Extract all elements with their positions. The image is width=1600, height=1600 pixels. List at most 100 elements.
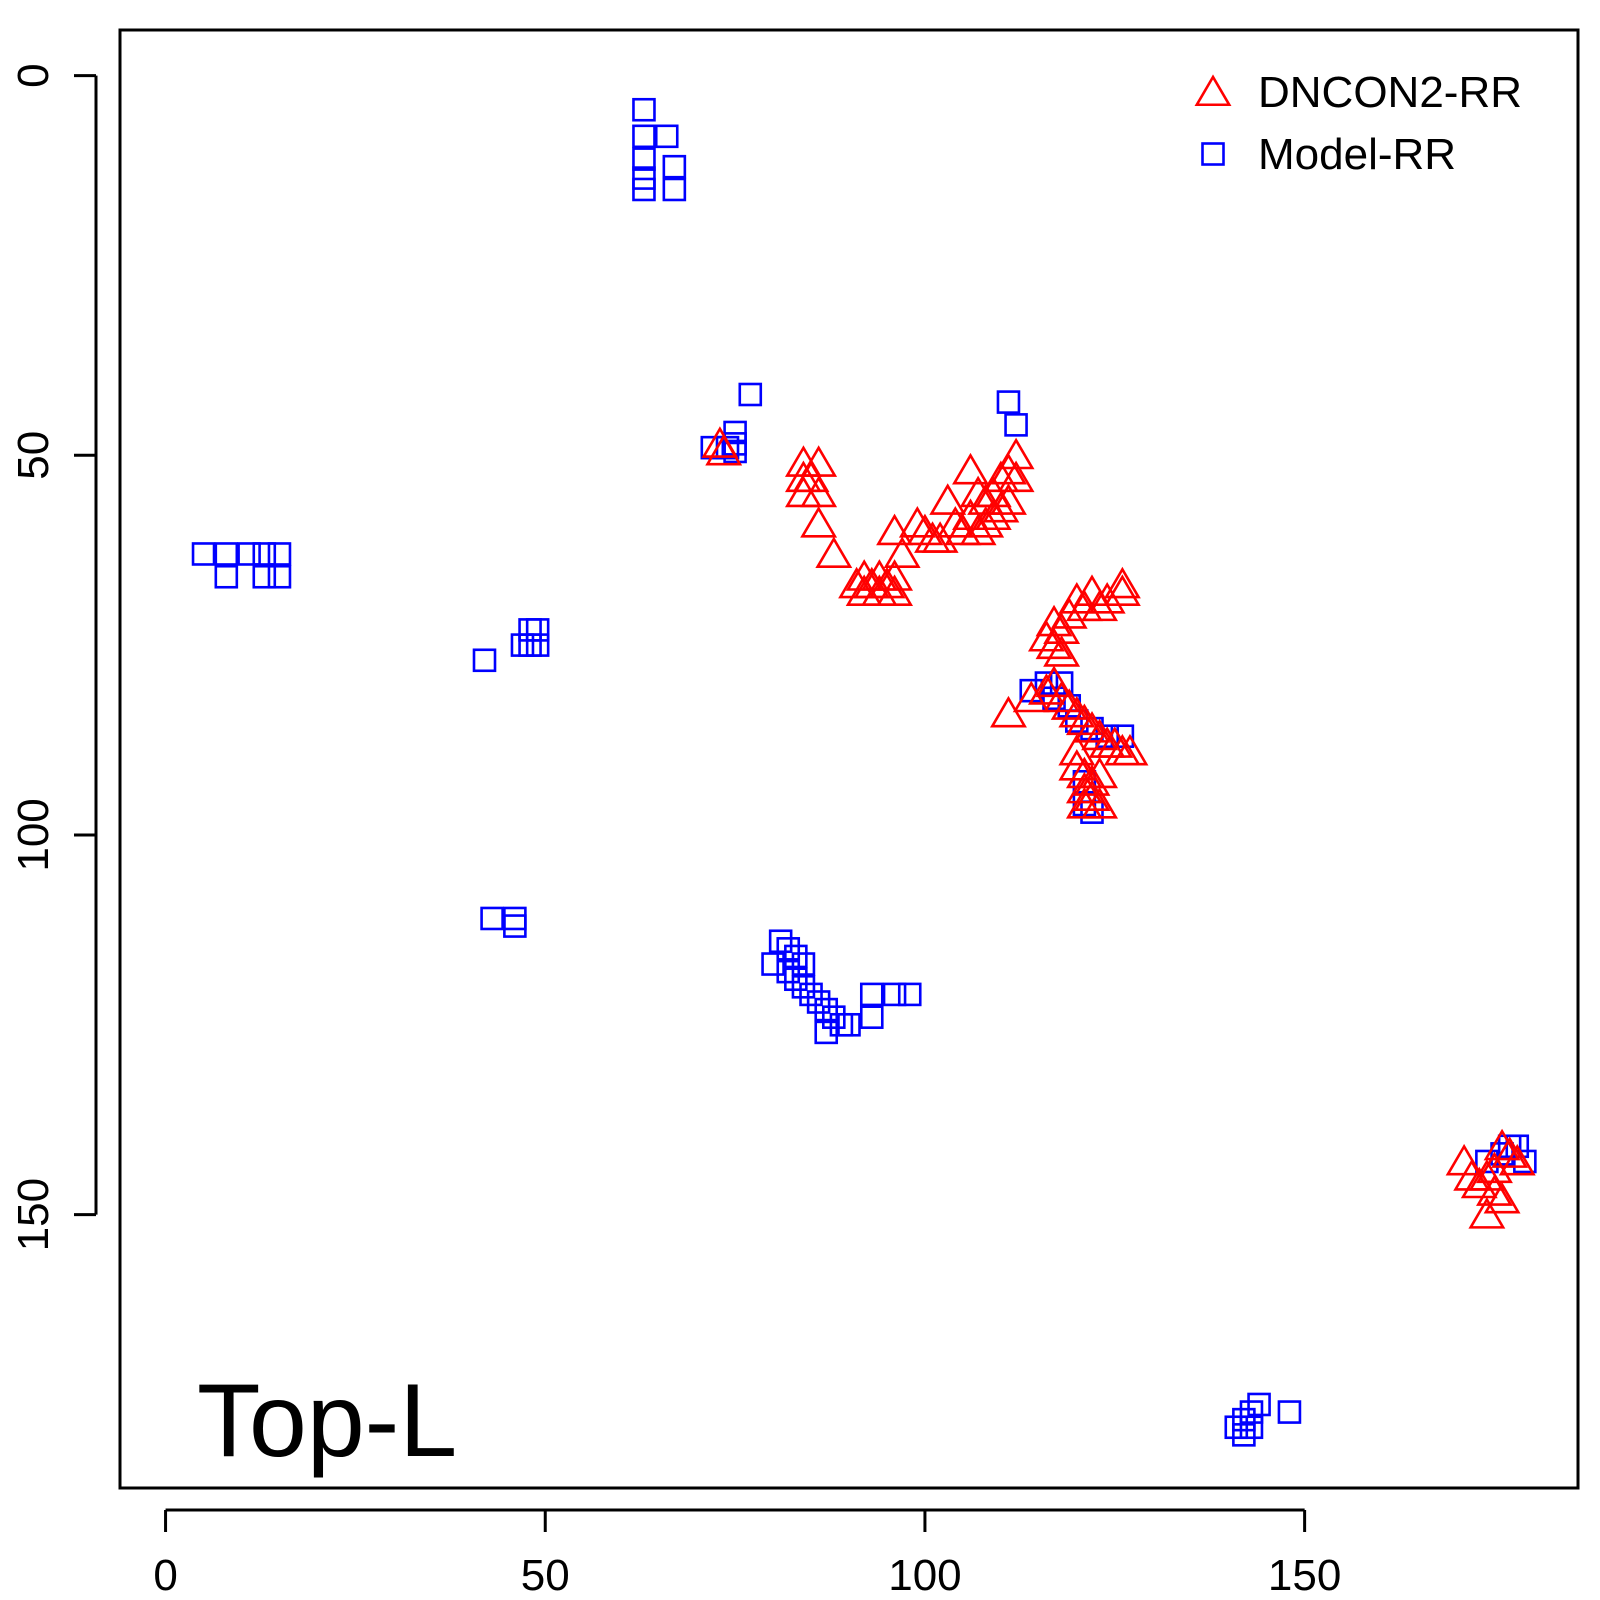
square-point: [723, 439, 747, 464]
square-point: [510, 633, 535, 657]
triangle-point: [898, 506, 936, 538]
triangle-point: [936, 506, 974, 538]
square-point: [776, 937, 801, 961]
square-point: [525, 633, 550, 657]
triangle-point: [1081, 756, 1119, 789]
triangle-point: [1035, 604, 1073, 637]
square-point: [776, 959, 801, 984]
triangle-point: [1065, 703, 1103, 736]
y-axis: 0 50 100 150: [9, 63, 98, 1251]
square-point: [632, 97, 656, 122]
y-tick-label: 50: [9, 431, 58, 480]
square-point: [1072, 769, 1097, 794]
square-point: [472, 648, 497, 673]
square-point: [897, 982, 922, 1007]
triangle-point: [800, 475, 838, 508]
square-point: [480, 906, 504, 931]
triangle-point: [1043, 635, 1081, 667]
triangle-point: [1468, 1197, 1506, 1229]
square-point: [784, 967, 808, 992]
triangle-point: [929, 483, 967, 515]
series-dncon2-rr: [701, 426, 1536, 1229]
square-point: [1004, 413, 1028, 437]
triangle-point: [1460, 1166, 1498, 1199]
x-tick-label: 150: [1268, 1551, 1341, 1600]
triangle-point: [705, 433, 743, 466]
square-point: [632, 147, 656, 171]
legend-triangle-marker: [1194, 74, 1232, 107]
triangle-point: [1065, 786, 1103, 819]
square-point: [814, 1020, 839, 1045]
legend: DNCON2-RR Model-RR: [1194, 68, 1522, 179]
square-point: [768, 929, 793, 954]
square-point: [654, 124, 679, 149]
square-point: [806, 990, 831, 1014]
triangle-point: [921, 521, 959, 553]
square-point: [784, 944, 808, 969]
triangle-point: [982, 490, 1020, 523]
square-point: [662, 177, 687, 202]
triangle-point: [1058, 749, 1096, 781]
square-point: [267, 564, 292, 589]
triangle-point: [1058, 733, 1096, 766]
square-point: [859, 1005, 884, 1029]
triangle-point: [1111, 733, 1149, 766]
square-point: [252, 542, 277, 566]
square-point: [525, 618, 550, 642]
square-point: [237, 542, 261, 566]
square-point: [1232, 1407, 1256, 1432]
square-point: [761, 952, 785, 976]
y-tick-label: 0: [9, 63, 58, 87]
triangle-point: [1073, 764, 1111, 796]
triangle-point: [1058, 581, 1096, 614]
square-point: [1034, 671, 1059, 695]
square-point: [738, 382, 763, 407]
triangle-point: [1498, 1143, 1536, 1176]
data-points: [191, 97, 1537, 1447]
triangle-point: [1491, 1136, 1529, 1168]
x-tick-label: 50: [521, 1551, 570, 1600]
triangle-point: [1050, 597, 1088, 629]
triangle-point: [1483, 1128, 1521, 1161]
square-point: [214, 564, 239, 589]
x-tick-label: 0: [153, 1551, 177, 1600]
legend-label: DNCON2-RR: [1258, 68, 1522, 117]
triangle-point: [1035, 627, 1073, 660]
square-point: [191, 542, 216, 566]
square-point: [214, 542, 239, 566]
triangle-point: [1103, 566, 1141, 599]
triangle-point: [1073, 711, 1111, 743]
triangle-point: [1096, 726, 1134, 758]
triangle-point: [1088, 581, 1126, 614]
square-point: [791, 952, 816, 976]
triangle-point: [906, 513, 944, 546]
square-point: [829, 1012, 854, 1037]
square-point: [814, 997, 839, 1022]
triangle-point: [1058, 695, 1096, 728]
square-point: [882, 982, 907, 1007]
triangle-point: [800, 506, 838, 538]
square-point: [518, 618, 542, 642]
square-point: [837, 1012, 861, 1037]
triangle-point: [990, 695, 1027, 728]
triangle-point: [959, 513, 997, 546]
square-point: [632, 177, 656, 202]
plot-frame: [118, 28, 1580, 1490]
triangle-point: [1476, 1151, 1513, 1184]
square-point: [503, 914, 527, 938]
triangle-point: [1027, 619, 1065, 652]
triangle-point: [883, 536, 921, 569]
square-point: [1239, 1415, 1264, 1440]
square-point: [503, 906, 527, 931]
series-model-rr: [191, 97, 1537, 1447]
square-point: [799, 982, 823, 1007]
triangle-point: [1103, 574, 1141, 606]
triangle-point: [1483, 1181, 1521, 1214]
triangle-point: [990, 452, 1027, 485]
legend-square-marker: [1201, 142, 1225, 166]
triangle-point: [1027, 673, 1065, 705]
triangle-point: [1476, 1174, 1513, 1206]
square-point: [267, 542, 292, 566]
y-tick-label: 150: [9, 1178, 58, 1251]
